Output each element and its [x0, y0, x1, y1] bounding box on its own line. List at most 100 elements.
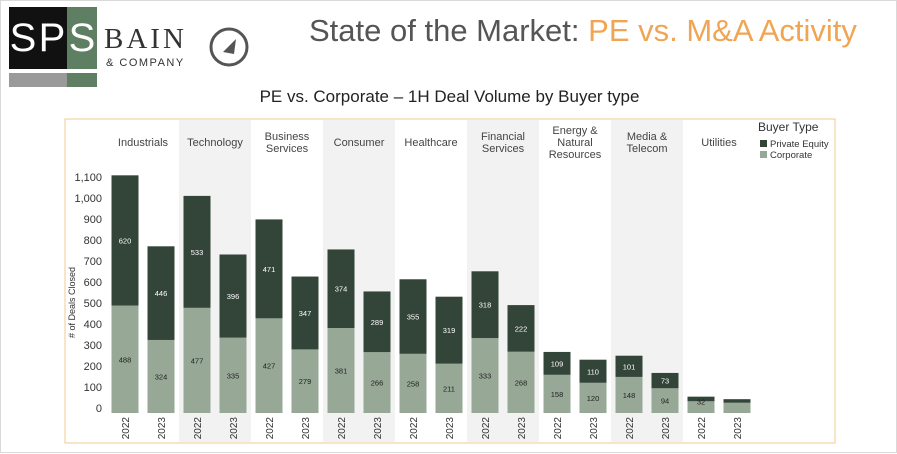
y-tick-label: 100	[84, 382, 102, 394]
data-label-corporate: 427	[263, 362, 276, 371]
data-label-private-equity: 32	[697, 397, 705, 406]
data-label-corporate: 477	[191, 356, 204, 365]
data-label-corporate: 266	[371, 379, 384, 388]
bar-corporate	[399, 353, 427, 413]
data-label-private-equity: 446	[155, 289, 168, 298]
x-tick-year: 2023	[373, 417, 384, 440]
data-label-private-equity: 73	[661, 377, 669, 386]
y-tick-label: 600	[84, 277, 102, 289]
data-label-corporate: 488	[119, 355, 132, 364]
y-tick-label: 1,000	[74, 193, 102, 205]
bar-corporate	[111, 305, 139, 413]
category-label: Natural	[557, 137, 592, 149]
x-tick-year: 2022	[481, 417, 492, 440]
bar-private-equity	[687, 396, 715, 402]
data-label-private-equity: 289	[371, 318, 384, 327]
legend-entry: Private Equity	[770, 139, 829, 150]
bar-corporate	[471, 338, 499, 413]
data-label-private-equity: 110	[587, 367, 599, 376]
bar-private-equity	[183, 195, 211, 308]
bar-corporate	[651, 388, 679, 413]
x-tick-year: 2023	[445, 417, 456, 440]
bar-corporate	[615, 376, 643, 413]
data-label-corporate: 120	[587, 394, 600, 403]
data-label-private-equity: 109	[551, 359, 564, 368]
bar-corporate	[291, 349, 319, 413]
bar-private-equity	[219, 254, 247, 338]
x-tick-year: 2022	[625, 417, 636, 440]
x-tick-year: 2023	[733, 417, 744, 440]
logo-letter-p: P	[37, 7, 67, 69]
category-label: Utilities	[701, 137, 737, 149]
y-tick-label: 800	[84, 235, 102, 247]
logo-bar-green	[67, 73, 97, 87]
bar-corporate	[687, 401, 715, 413]
x-tick-year: 2023	[157, 417, 168, 440]
data-label-private-equity: 355	[407, 313, 420, 322]
x-tick-year: 2022	[121, 417, 132, 440]
category-label: Consumer	[334, 137, 385, 149]
bar-private-equity	[435, 296, 463, 364]
y-tick-label: 700	[84, 256, 102, 268]
x-tick-year: 2022	[697, 417, 708, 440]
y-tick-label: 300	[84, 340, 102, 352]
category-label: Resources	[549, 149, 602, 161]
y-tick-label: 0	[96, 403, 102, 415]
bar-corporate	[327, 327, 355, 413]
data-label-corporate: 335	[227, 371, 240, 380]
data-label-corporate: 211	[443, 384, 455, 393]
bar-private-equity	[723, 399, 751, 403]
bar-private-equity	[543, 351, 571, 375]
category-label: Energy &	[552, 125, 598, 137]
logo-letter-s1: S	[9, 7, 37, 69]
category-label: Business	[265, 131, 310, 143]
logo-bar-gray	[9, 73, 67, 87]
bar-private-equity	[471, 271, 499, 339]
bar-private-equity	[651, 372, 679, 389]
bar-private-equity	[291, 276, 319, 350]
data-label-corporate: 94	[661, 397, 669, 406]
data-label-private-equity: 347	[299, 309, 312, 318]
bain-compass-icon	[209, 27, 249, 67]
category-label: Industrials	[118, 137, 169, 149]
category-label: Media &	[627, 131, 668, 143]
x-tick-year: 2022	[337, 417, 348, 440]
bar-corporate	[543, 374, 571, 413]
legend-title: Buyer Type	[758, 120, 819, 134]
y-axis-label: # of Deals Closed	[67, 267, 77, 338]
bar-private-equity	[327, 249, 355, 328]
y-tick-label: 200	[84, 361, 102, 373]
data-label-private-equity: 222	[515, 324, 528, 333]
bar-private-equity	[507, 305, 535, 352]
x-tick-year: 2023	[661, 417, 672, 440]
bain-subtitle: & COMPANY	[106, 57, 185, 69]
x-tick-year: 2023	[301, 417, 312, 440]
y-tick-label: 500	[84, 298, 102, 310]
legend-swatch	[760, 140, 767, 147]
bar-corporate	[219, 337, 247, 413]
bar-corporate	[255, 318, 283, 413]
bain-wordmark: BAIN	[104, 23, 187, 55]
bar-corporate	[579, 382, 607, 413]
data-label-corporate: 333	[479, 372, 492, 381]
data-label-corporate: 158	[551, 390, 564, 399]
bar-private-equity	[399, 279, 427, 354]
legend-swatch	[760, 151, 767, 158]
data-label-private-equity: 318	[479, 301, 492, 310]
category-label: Telecom	[627, 143, 668, 155]
bar-private-equity	[579, 359, 607, 383]
logo-letter-s2: S	[67, 7, 97, 69]
data-label-corporate: 258	[407, 379, 420, 388]
category-label: Services	[266, 143, 309, 155]
x-tick-year: 2022	[193, 417, 204, 440]
data-label-private-equity: 101	[623, 362, 636, 371]
page-title: State of the Market: PE vs. M&A Activity	[309, 13, 857, 49]
x-tick-year: 2023	[589, 417, 600, 440]
bar-corporate	[363, 352, 391, 413]
data-label-corporate: 268	[515, 378, 528, 387]
data-label-corporate: 279	[299, 377, 312, 386]
category-label: Services	[482, 143, 525, 155]
x-tick-year: 2022	[409, 417, 420, 440]
